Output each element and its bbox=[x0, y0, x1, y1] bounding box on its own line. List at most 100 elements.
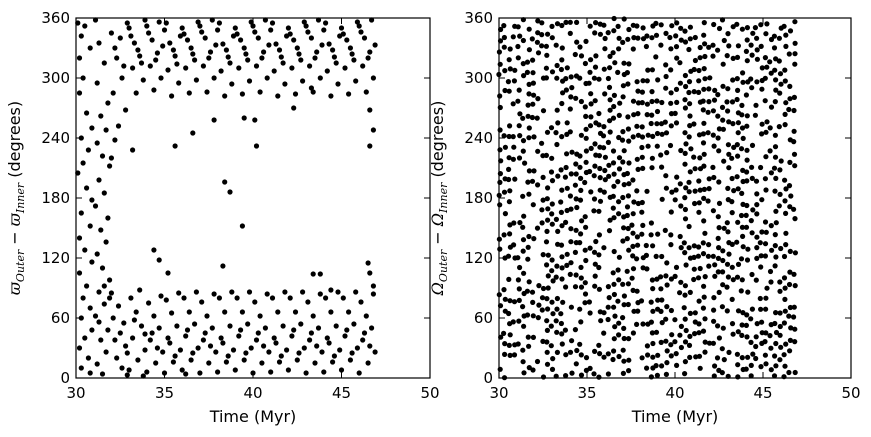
data-point bbox=[782, 177, 788, 183]
data-point bbox=[682, 97, 688, 103]
data-point bbox=[578, 132, 585, 138]
data-point bbox=[539, 307, 545, 313]
data-point bbox=[241, 45, 247, 51]
data-point bbox=[745, 354, 751, 360]
data-point bbox=[729, 175, 735, 182]
data-point bbox=[748, 42, 754, 48]
data-point bbox=[526, 191, 532, 197]
data-point bbox=[768, 345, 774, 351]
data-point bbox=[659, 164, 665, 170]
data-point bbox=[188, 45, 194, 51]
data-point bbox=[358, 29, 364, 35]
data-point bbox=[567, 193, 574, 199]
data-point bbox=[323, 20, 329, 26]
data-point bbox=[621, 325, 627, 331]
data-points bbox=[496, 15, 799, 381]
data-point bbox=[610, 205, 616, 211]
data-point bbox=[107, 295, 113, 301]
data-point bbox=[776, 35, 783, 41]
data-point bbox=[659, 297, 665, 303]
data-point bbox=[630, 266, 637, 272]
data-point bbox=[548, 169, 555, 175]
data-point bbox=[624, 212, 630, 219]
data-point bbox=[578, 284, 585, 290]
data-point bbox=[534, 115, 540, 121]
data-point bbox=[554, 306, 560, 312]
data-point bbox=[691, 243, 697, 249]
data-point bbox=[668, 209, 674, 215]
data-point bbox=[126, 25, 132, 31]
data-point bbox=[639, 144, 645, 151]
data-point bbox=[696, 89, 702, 95]
data-point bbox=[268, 369, 274, 375]
data-point bbox=[578, 187, 584, 193]
data-point bbox=[253, 143, 260, 149]
data-point bbox=[762, 55, 769, 61]
data-point bbox=[497, 93, 503, 99]
data-point bbox=[716, 126, 723, 132]
data-point bbox=[317, 75, 323, 81]
data-point bbox=[668, 342, 674, 348]
y-axis-unit: (degrees) bbox=[428, 101, 447, 183]
data-point bbox=[739, 332, 745, 338]
data-point bbox=[711, 295, 717, 301]
data-point bbox=[199, 29, 205, 35]
data-point bbox=[673, 33, 679, 39]
data-point bbox=[686, 46, 692, 53]
data-point bbox=[312, 360, 318, 366]
data-point bbox=[653, 20, 659, 26]
data-point bbox=[539, 43, 545, 49]
data-point bbox=[540, 108, 547, 114]
data-point bbox=[526, 168, 533, 174]
data-point bbox=[534, 225, 541, 231]
data-point bbox=[149, 330, 155, 336]
data-point bbox=[731, 144, 737, 150]
data-point bbox=[777, 357, 783, 363]
data-point bbox=[754, 245, 760, 251]
data-point bbox=[190, 350, 196, 356]
data-point bbox=[620, 159, 626, 165]
data-point bbox=[367, 343, 373, 349]
data-point bbox=[328, 93, 334, 99]
data-point bbox=[730, 331, 736, 337]
data-point bbox=[624, 170, 631, 177]
data-point bbox=[501, 232, 507, 238]
data-point bbox=[117, 35, 123, 41]
data-point bbox=[600, 133, 607, 139]
data-point bbox=[716, 335, 723, 341]
data-point bbox=[96, 289, 102, 295]
data-point bbox=[119, 75, 125, 81]
data-point bbox=[648, 220, 655, 226]
x-tick-label: 30 bbox=[489, 384, 508, 402]
data-point bbox=[588, 114, 594, 120]
data-point bbox=[587, 123, 594, 129]
data-point bbox=[625, 126, 632, 132]
data-point bbox=[502, 351, 508, 357]
data-point bbox=[640, 25, 646, 31]
data-point bbox=[592, 348, 598, 354]
data-point bbox=[711, 373, 717, 379]
data-point bbox=[659, 131, 665, 137]
data-point bbox=[558, 167, 564, 173]
data-point bbox=[554, 107, 560, 113]
data-point bbox=[691, 254, 697, 260]
data-point bbox=[507, 298, 513, 304]
data-point bbox=[510, 101, 516, 107]
data-point bbox=[573, 171, 579, 177]
data-point bbox=[564, 251, 570, 257]
data-point bbox=[768, 279, 774, 285]
data-point bbox=[624, 204, 631, 210]
data-point bbox=[711, 174, 717, 181]
data-point bbox=[170, 359, 176, 365]
data-point bbox=[232, 367, 238, 373]
data-point bbox=[783, 186, 789, 192]
data-point bbox=[186, 309, 192, 315]
data-point bbox=[124, 350, 130, 356]
data-point bbox=[592, 283, 598, 289]
data-point bbox=[147, 337, 153, 343]
data-point bbox=[601, 189, 607, 195]
data-point bbox=[76, 235, 83, 241]
data-point bbox=[686, 89, 692, 96]
data-point bbox=[560, 90, 566, 96]
data-point bbox=[285, 367, 291, 373]
